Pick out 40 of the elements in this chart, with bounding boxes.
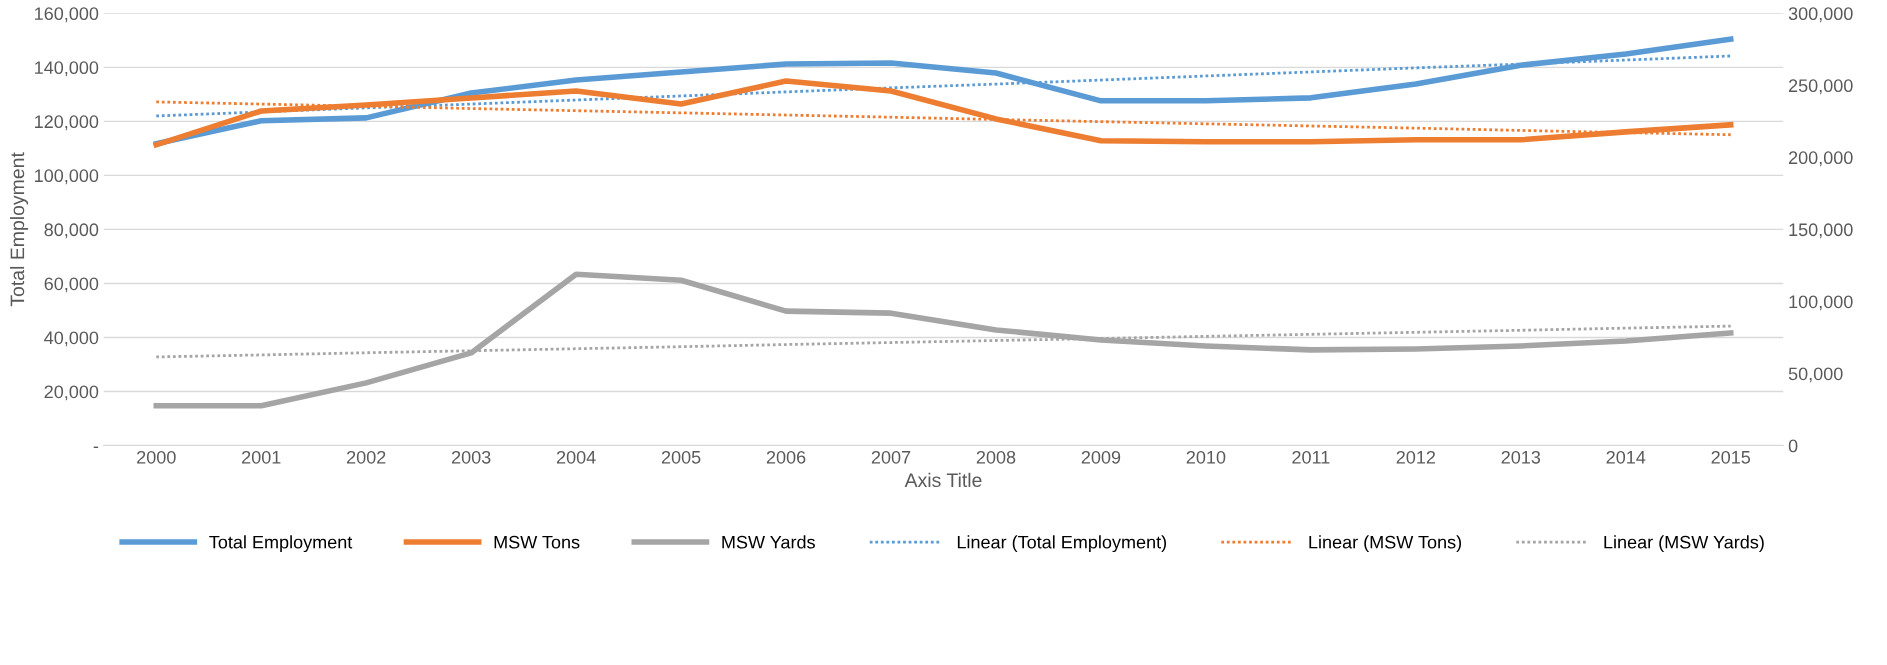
- x-tick-label: 2000: [137, 450, 176, 464]
- x-tick-label: 2015: [1711, 450, 1751, 464]
- x-axis-title: Axis Title: [904, 472, 982, 488]
- x-tick-label: 2004: [556, 450, 596, 464]
- y2-tick-label: 0: [1788, 439, 1798, 453]
- y-tick-label: 100,000: [35, 169, 99, 185]
- legend-label: Linear (MSW Tons): [1309, 535, 1462, 553]
- y-tick-label: 80,000: [44, 223, 99, 239]
- x-tick-label: 2013: [1501, 450, 1541, 464]
- legend-label: Linear (Total Employment): [957, 535, 1167, 553]
- x-tick-label: 2007: [871, 450, 911, 464]
- y-tick-label: -: [93, 446, 99, 448]
- y-tick-label: 120,000: [35, 115, 99, 131]
- x-tick-label: 2005: [661, 450, 701, 464]
- x-tick-label: 2008: [976, 450, 1016, 464]
- y-tick-label: 40,000: [44, 331, 99, 347]
- y-tick-label: 60,000: [44, 277, 99, 293]
- x-tick-label: 2009: [1081, 450, 1121, 464]
- legend-label: MSW Tons: [494, 535, 580, 549]
- x-tick-label: 2002: [347, 450, 386, 464]
- x-tick-label: 2010: [1186, 450, 1226, 464]
- legend-label: Total Employment: [209, 535, 353, 553]
- y2-tick-label: 150,000: [1789, 223, 1853, 239]
- y2-tick-label: 100,000: [1789, 295, 1853, 311]
- x-tick-label: 2003: [451, 450, 491, 464]
- y2-tick-label: 250,000: [1788, 79, 1853, 95]
- legend-label: Linear (MSW Yards): [1604, 535, 1764, 553]
- x-tick-label: 2014: [1606, 450, 1646, 464]
- legend-label: MSW Yards: [722, 535, 815, 549]
- x-tick-label: 2011: [1292, 450, 1330, 464]
- y-tick-label: 160,000: [35, 7, 99, 23]
- y2-tick-label: 50,000: [1788, 367, 1843, 383]
- y-axis-title: Total Employment: [9, 152, 29, 307]
- y2-tick-label: 300,000: [1788, 7, 1853, 23]
- x-tick-label: 2001: [242, 450, 281, 464]
- y-tick-label: 20,000: [44, 385, 99, 401]
- y2-tick-label: 200,000: [1788, 151, 1853, 167]
- x-tick-label: 2006: [766, 450, 806, 464]
- x-tick-label: 2012: [1396, 450, 1436, 464]
- y-tick-label: 140,000: [35, 61, 99, 77]
